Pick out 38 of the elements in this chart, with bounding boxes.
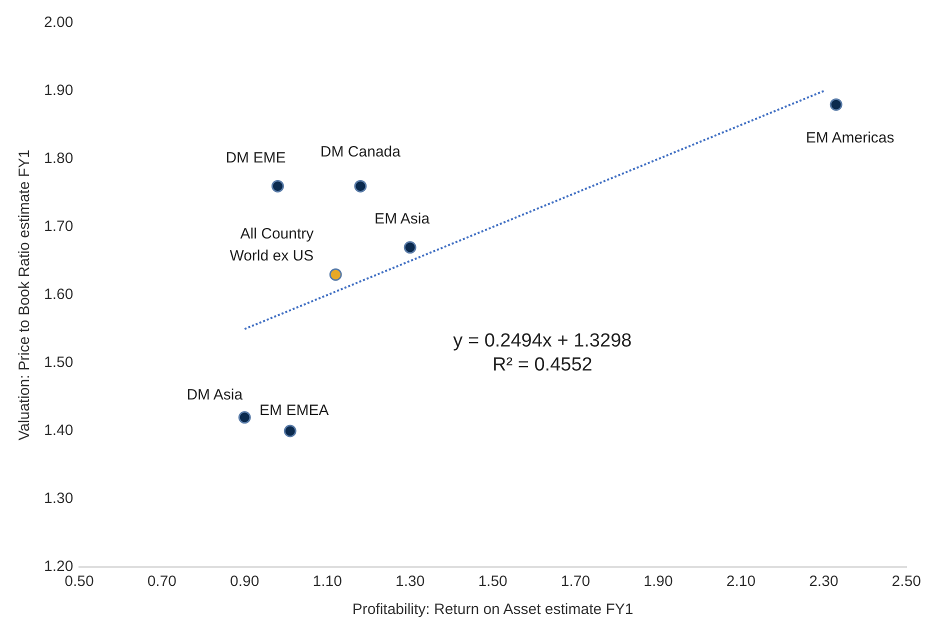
x-tick-label: 1.10 [312,573,342,590]
point [238,411,251,424]
y-tick-label: 1.90 [44,82,74,100]
series-label: EM Asia [374,210,430,228]
x-tick-label: 2.10 [726,573,756,590]
series-label: DM Canada [320,143,402,160]
point [830,98,842,111]
point [271,180,284,192]
point [284,424,296,438]
annotation: y = 0.2494x + 1.3298 [453,330,632,352]
y-tick-label: 1.60 [44,286,74,304]
x-tick-label: 2.50 [892,573,922,590]
series-label: DM Asia [186,386,244,404]
x-tick-label: 1.30 [395,573,425,590]
x-axis-title: Profitability: Return on Asset estimate FY1 [352,601,634,618]
point [354,180,367,192]
y-tick-label: 2.00 [44,14,74,32]
x-tick-label: 0.70 [147,573,177,590]
x-tick-label: 1.50 [478,573,508,590]
y-tick-label: 1.80 [44,150,74,168]
point [329,268,342,281]
annotation: R² = 0.4552 [492,354,592,376]
y-axis-title: Valuation: Price to Book Ratio estimate FY1 [16,150,34,440]
x-tick-label: 0.90 [230,573,260,590]
y-tick-label: 1.20 [44,558,74,576]
point [404,241,416,254]
series-label: DM EME [226,149,286,166]
y-tick-label: 1.30 [44,490,74,508]
x-tick-label: 2.30 [809,573,838,590]
y-tick-label: 1.70 [44,218,74,236]
y-tick-label: 1.40 [44,422,74,440]
y-tick-label: 1.50 [44,354,74,372]
x-tick-label: 0.50 [64,573,94,590]
series-label: All Country World ex US [230,226,314,265]
x-tick-label: 1.70 [560,573,590,590]
x-tick-label: 1.90 [644,573,673,590]
series-label: EM EMEA [260,402,329,420]
text: EM Americas [806,130,894,147]
